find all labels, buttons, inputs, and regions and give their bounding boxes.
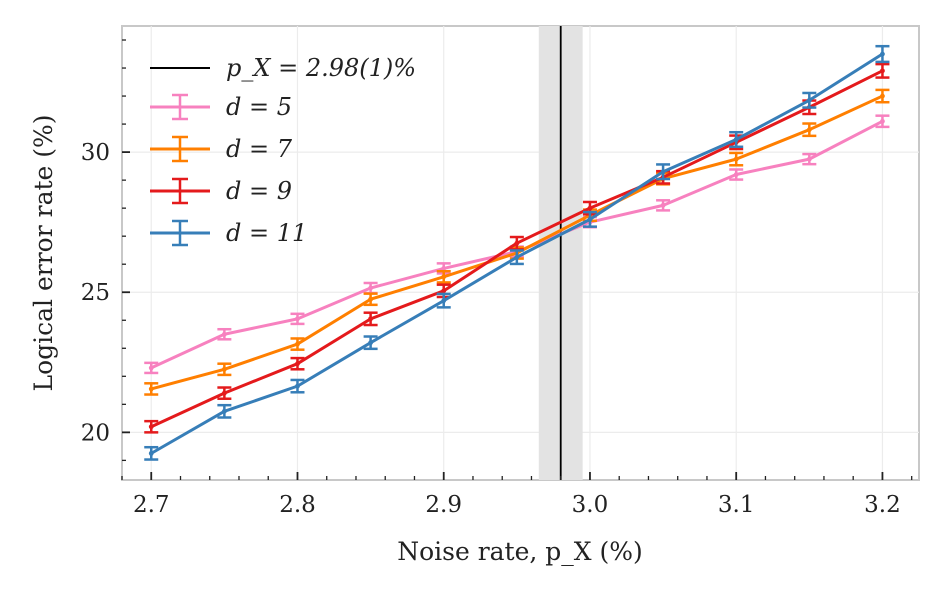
legend-series-label: d = 11 (226, 219, 307, 247)
data-point (514, 240, 520, 246)
data-point (514, 254, 520, 260)
data-point (148, 386, 154, 392)
y-tick-label: 25 (81, 280, 110, 306)
data-point (441, 288, 447, 294)
data-point (368, 296, 374, 302)
x-tick-label: 2.8 (279, 492, 316, 518)
data-point (733, 172, 739, 177)
error-bar (875, 88, 890, 104)
data-point (880, 118, 885, 124)
legend-entry-series-1: d = 5 (150, 93, 292, 121)
error-bar (436, 269, 451, 284)
axis-ticks: 2.7 2.8 2.9 3.0 3.1 3.2 20 25 30 (81, 39, 913, 518)
error-bar (290, 337, 305, 351)
error-bar (729, 130, 744, 149)
x-tick-label: 3.0 (572, 492, 609, 518)
legend-threshold-label: p_X = 2.98(1)% (226, 54, 416, 82)
error-bar (875, 62, 890, 79)
data-point (806, 156, 812, 162)
data-point (441, 274, 447, 280)
error-bar (217, 362, 232, 377)
error-bar (729, 151, 744, 167)
data-point (441, 266, 447, 271)
x-tick-label: 2.9 (425, 492, 462, 518)
error-bar (290, 356, 305, 371)
data-point (806, 97, 812, 103)
data-point (221, 331, 227, 337)
error-bar (217, 403, 232, 419)
error-bar (875, 44, 890, 64)
data-point (660, 202, 666, 208)
legend-entry-series-2: d = 7 (150, 135, 293, 163)
data-point (368, 285, 374, 291)
error-bar (509, 249, 524, 266)
legend: p_X = 2.98(1)% d = 5 d = 7 d = 9 d = 11 (150, 54, 416, 247)
error-bar (656, 163, 671, 181)
error-bar (144, 445, 159, 461)
data-point (368, 316, 374, 322)
data-point (221, 390, 227, 396)
data-point (148, 424, 154, 430)
legend-series-label: d = 5 (226, 93, 292, 121)
error-bar (144, 361, 159, 375)
series-4 (144, 44, 890, 461)
error-bar (217, 386, 232, 400)
error-bar (802, 91, 817, 109)
legend-series-label: d = 7 (226, 135, 293, 163)
data-point (221, 408, 227, 414)
error-bar (144, 382, 159, 396)
data-point (221, 366, 227, 372)
data-point (295, 383, 300, 389)
legend-entry-threshold: p_X = 2.98(1)% (150, 54, 416, 82)
data-point (806, 127, 812, 133)
legend-entry-series-3: d = 9 (150, 177, 292, 205)
error-bar (436, 292, 451, 309)
error-bar (729, 168, 744, 181)
legend-entry-series-4: d = 11 (150, 219, 307, 247)
x-tick-label: 2.7 (133, 492, 170, 518)
data-point (660, 169, 666, 175)
x-tick-label: 3.2 (864, 492, 901, 518)
error-bar (363, 292, 378, 307)
data-point (733, 156, 739, 162)
data-point (368, 340, 374, 346)
data-point (880, 51, 885, 57)
error-bar (217, 327, 232, 341)
legend-series-entries: d = 5 d = 7 d = 9 d = 11 (150, 93, 307, 247)
error-bar (363, 311, 378, 327)
y-axis-label: Logical error rate (%) (29, 114, 58, 391)
error-bar (290, 312, 305, 326)
error-bar (802, 122, 817, 138)
data-point (148, 450, 154, 456)
data-point (587, 205, 593, 211)
data-point (880, 93, 885, 99)
data-point (587, 216, 593, 222)
data-point (441, 298, 447, 304)
y-tick-label: 20 (81, 420, 110, 446)
error-bar (290, 378, 305, 394)
data-series (144, 44, 890, 461)
error-bar (582, 210, 597, 228)
threshold-marker (538, 26, 583, 480)
legend-series-label: d = 9 (226, 177, 292, 205)
error-bar (875, 114, 890, 129)
x-tick-label: 3.1 (718, 492, 755, 518)
error-bar (144, 419, 159, 434)
data-point (295, 341, 300, 347)
error-bar (656, 199, 671, 212)
x-axis-label: Noise rate, p_X (%) (397, 537, 643, 566)
data-point (295, 316, 300, 322)
data-point (148, 365, 154, 371)
y-tick-label: 30 (81, 140, 110, 166)
data-point (295, 361, 300, 367)
data-point (733, 137, 739, 142)
plot-area (121, 25, 920, 481)
error-bar (802, 152, 817, 166)
error-bar (363, 335, 378, 351)
data-point (880, 68, 885, 74)
